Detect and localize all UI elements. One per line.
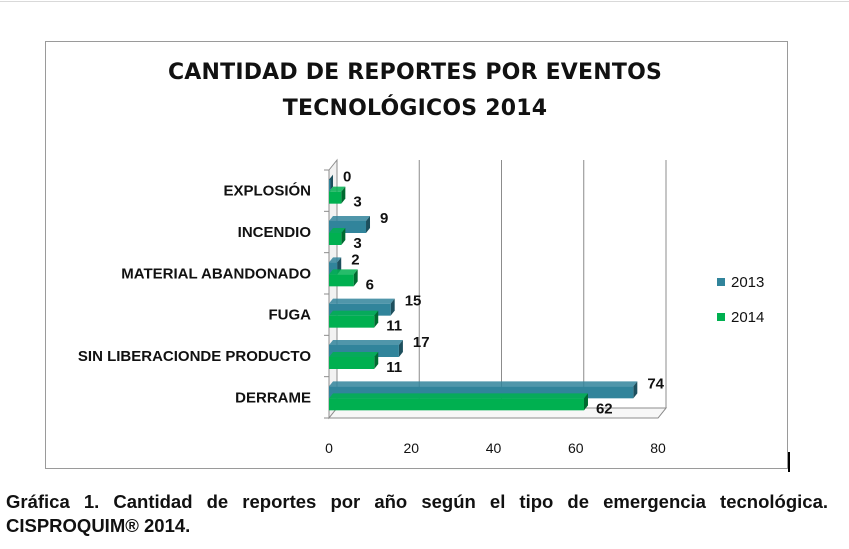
- bar-top-2013: [329, 340, 403, 345]
- legend-label-2013: 2013: [731, 274, 764, 291]
- figure-caption: Gráfica 1. Cantidad de reportes por año …: [6, 491, 828, 536]
- bar-2014: [329, 233, 342, 245]
- data-label-2014: 3: [353, 235, 361, 252]
- bar-2014: [329, 398, 584, 411]
- bar-end-2014: [374, 352, 379, 369]
- data-label-2014: 11: [386, 318, 402, 335]
- x-tick-label: 0: [325, 440, 333, 456]
- bar-end-2014: [341, 186, 346, 204]
- bar-end-2013: [390, 298, 395, 316]
- legend-swatch-2013: [717, 278, 725, 286]
- data-label-2013: 0: [343, 169, 351, 186]
- bar-2014: [329, 357, 375, 369]
- bar-end-2013: [633, 381, 638, 399]
- bar-top-2014: [329, 186, 346, 192]
- floor: [327, 407, 668, 419]
- data-label-2014: 6: [366, 276, 374, 293]
- bar-end-2014: [353, 269, 358, 287]
- data-label-2014: 11: [386, 359, 402, 376]
- bar-2014: [329, 315, 375, 328]
- data-label-2014: 62: [596, 400, 613, 417]
- bar-2013: [329, 262, 338, 275]
- category-label: MATERIAL ABANDONADO: [121, 265, 311, 282]
- category-label: EXPLOSIÓN: [223, 182, 311, 200]
- bar-top-2013: [329, 381, 638, 387]
- category-label: SIN LIBERACIONDE PRODUCTO: [78, 348, 311, 365]
- data-label-2013: 9: [380, 210, 388, 227]
- bar-2013: [329, 179, 331, 192]
- bar-end-2013: [398, 340, 403, 357]
- bar-top-2013: [329, 216, 371, 221]
- legend: 2013 2014: [717, 274, 764, 326]
- x-tick-label: 40: [486, 440, 502, 456]
- labels-layer: EXPLOSIÓN INCENDIO MATERIAL ABANDONADO FUGA…: [78, 169, 665, 418]
- x-tick-label: 60: [568, 440, 584, 456]
- bar-2014: [329, 274, 354, 287]
- bar-top-2014: [329, 393, 588, 399]
- bar-2014: [329, 191, 342, 204]
- bar-top-2014: [329, 352, 379, 357]
- category-label: INCENDIO: [238, 224, 312, 241]
- bar-end-2014: [341, 228, 346, 245]
- data-label-2013: 15: [405, 293, 422, 310]
- bar-top-2014: [329, 310, 379, 316]
- bar-top-2014: [329, 269, 358, 275]
- frame-edge-mark: [788, 452, 790, 472]
- bar-end-2013: [366, 216, 371, 233]
- x-tick-label: 20: [403, 440, 419, 456]
- data-label-2013: 74: [647, 375, 664, 392]
- bars-layer: [329, 174, 638, 411]
- bar-top-2014: [329, 228, 346, 233]
- category-label: FUGA: [269, 307, 312, 324]
- bar-top-2013: [329, 257, 342, 263]
- data-label-2014: 3: [353, 194, 361, 211]
- chart-title-line-2: TECNOLÓGICOS 2014: [282, 96, 548, 121]
- chart-title-line-1: CANTIDAD DE REPORTES POR EVENTOS: [167, 60, 663, 85]
- x-tick-label: 80: [650, 440, 666, 456]
- top-divider: [0, 1, 849, 2]
- data-label-2013: 17: [413, 334, 430, 351]
- bar-end-2014: [583, 393, 588, 411]
- category-label: DERRAME: [235, 389, 311, 406]
- bar-end-2014: [374, 310, 379, 328]
- bar-top-2013: [329, 298, 395, 304]
- legend-swatch-2014: [717, 313, 725, 321]
- data-label-2013: 2: [351, 251, 359, 268]
- legend-label-2014: 2014: [731, 309, 764, 326]
